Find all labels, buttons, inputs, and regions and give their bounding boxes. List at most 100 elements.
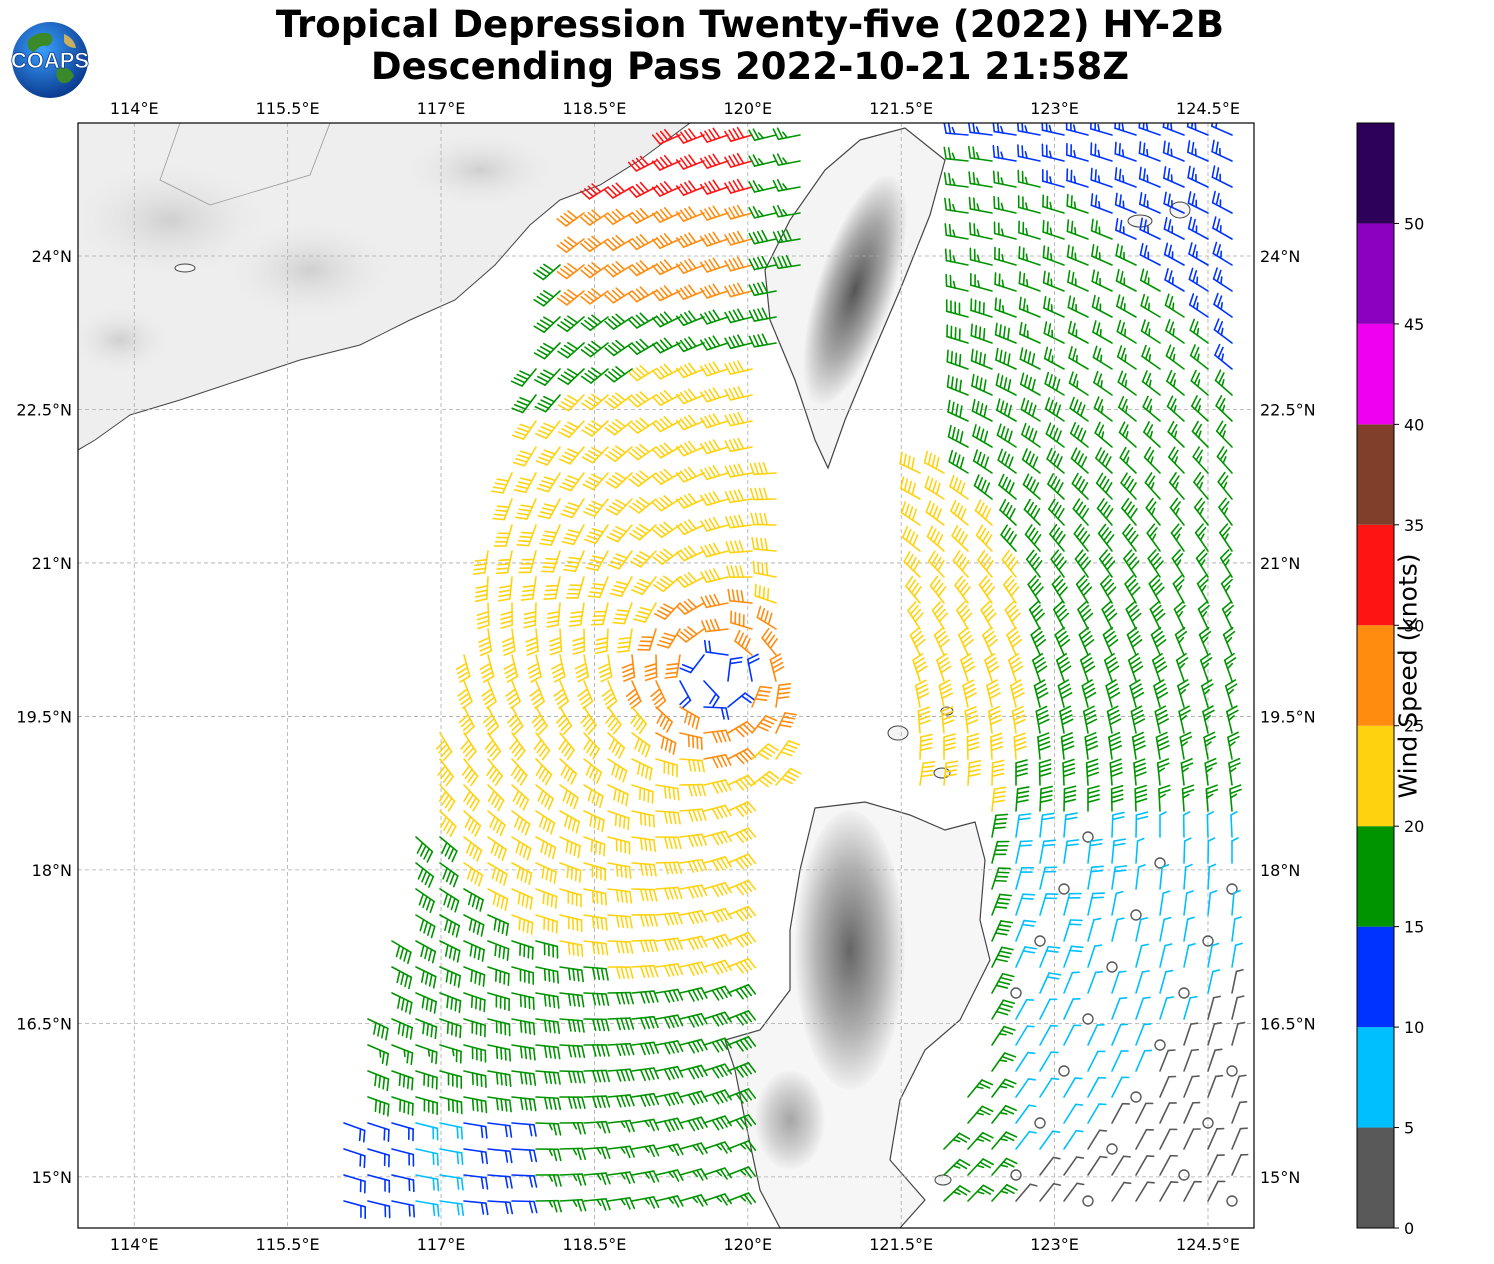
wind-barb xyxy=(938,679,954,708)
wind-barb xyxy=(703,729,731,744)
wind-barb xyxy=(1051,575,1068,604)
wind-barb xyxy=(748,128,777,142)
wind-barb xyxy=(1159,863,1170,890)
wind-barb xyxy=(1151,652,1168,682)
wind-barb xyxy=(970,323,993,344)
wind-barb xyxy=(1087,1050,1106,1072)
wind-barb xyxy=(751,743,779,760)
wind-barb xyxy=(1154,705,1169,734)
wind-barb xyxy=(559,1198,587,1212)
wind-barb xyxy=(1146,523,1161,552)
wind-barb xyxy=(559,1121,586,1135)
colorbar-bin-10 xyxy=(1357,123,1394,224)
wind-barb xyxy=(1183,916,1195,942)
wind-barb xyxy=(1207,942,1220,968)
wind-barb xyxy=(415,1148,439,1166)
wind-barb xyxy=(748,333,777,348)
wind-barb xyxy=(487,862,508,887)
wind-barb xyxy=(367,1096,390,1117)
colorbar-tick-2: 10 xyxy=(1404,1018,1424,1037)
wind-barb xyxy=(415,1044,438,1065)
wind-barb xyxy=(651,259,681,276)
wind-barb xyxy=(1215,394,1233,422)
wind-barb xyxy=(1129,679,1145,708)
wind-barb xyxy=(415,966,437,989)
wind-barb xyxy=(505,680,521,710)
wind-barb xyxy=(727,588,753,604)
colorbar-bin-9 xyxy=(1357,223,1394,324)
wind-barb xyxy=(487,1096,512,1113)
wind-barb xyxy=(583,940,609,956)
wind-barb xyxy=(1207,1022,1222,1046)
wind-barb xyxy=(1096,498,1114,526)
wind-barb xyxy=(948,449,969,474)
axis-ticks: 114°E 114°E 115.5°E 115.5°E 117°E 117°E 118.5°… xyxy=(16,99,1315,1254)
wind-barb xyxy=(631,1015,659,1030)
wind-barb xyxy=(536,472,561,493)
wind-barb xyxy=(724,256,753,272)
wind-barb xyxy=(463,1096,488,1114)
wind-barb xyxy=(727,656,743,682)
wind-barb xyxy=(675,571,705,588)
wind-barb xyxy=(926,525,945,552)
wind-barb xyxy=(1159,890,1171,916)
wind-barb xyxy=(655,706,673,733)
wind-barb xyxy=(1159,811,1167,838)
wind-barb xyxy=(1015,867,1035,890)
wind-barb xyxy=(991,759,1005,786)
wind-barb xyxy=(703,1115,732,1131)
wind-barb xyxy=(679,758,705,773)
land-taiwan xyxy=(764,127,946,470)
lat-tick-left-3: 19.5°N xyxy=(16,707,72,726)
wind-barb xyxy=(991,1131,1018,1150)
wind-barb xyxy=(1111,811,1125,838)
wind-barb xyxy=(463,1174,489,1190)
wind-barb xyxy=(970,348,993,370)
wind-barb xyxy=(994,297,1017,318)
wind-barb xyxy=(1000,524,1017,552)
wind-barb xyxy=(928,550,945,578)
lat-tick-right-2: 21°N xyxy=(1260,554,1300,573)
lat-tick-left-4: 18°N xyxy=(32,861,72,880)
wind-barb xyxy=(1122,523,1139,552)
wind-barb xyxy=(1087,970,1104,994)
wind-barb xyxy=(391,992,413,1015)
wind-barb xyxy=(994,246,1017,266)
wind-barb xyxy=(497,576,513,602)
wind-barb xyxy=(580,183,609,200)
wind-barb xyxy=(1215,420,1233,448)
wind-barb xyxy=(1119,446,1137,474)
wind-barb xyxy=(703,1089,732,1105)
wind-barb xyxy=(1159,1154,1178,1176)
wind-barb xyxy=(439,1044,462,1064)
wind-barb xyxy=(511,784,530,811)
wind-barb xyxy=(1159,969,1174,994)
wind-barb xyxy=(651,363,681,380)
wind-barb xyxy=(1192,446,1209,474)
wind-barb xyxy=(1226,883,1238,895)
wind-barb xyxy=(1198,626,1212,656)
wind-barb xyxy=(1164,268,1185,292)
wind-barb xyxy=(1190,369,1209,396)
wind-barb xyxy=(1183,890,1194,916)
wind-barb xyxy=(1057,679,1073,708)
wind-barb xyxy=(1231,889,1241,916)
wind-barb xyxy=(655,1091,684,1107)
wind-barb xyxy=(946,374,969,396)
wind-barb xyxy=(1115,268,1137,292)
wind-barb xyxy=(675,362,705,379)
wind-barb xyxy=(463,1044,487,1063)
wind-barb xyxy=(967,1131,994,1150)
wind-barb xyxy=(968,171,993,188)
wind-barb xyxy=(724,308,753,324)
wind-barb xyxy=(1224,679,1238,708)
wind-barb xyxy=(1034,1117,1046,1129)
wind-barb xyxy=(559,836,581,859)
wind-barb xyxy=(1018,271,1041,292)
wind-barb xyxy=(980,601,997,630)
wind-barb xyxy=(1019,372,1041,396)
wind-barb xyxy=(607,940,634,954)
wind-barb xyxy=(1134,784,1148,812)
wind-barb xyxy=(724,334,753,350)
wind-barb xyxy=(994,272,1017,292)
